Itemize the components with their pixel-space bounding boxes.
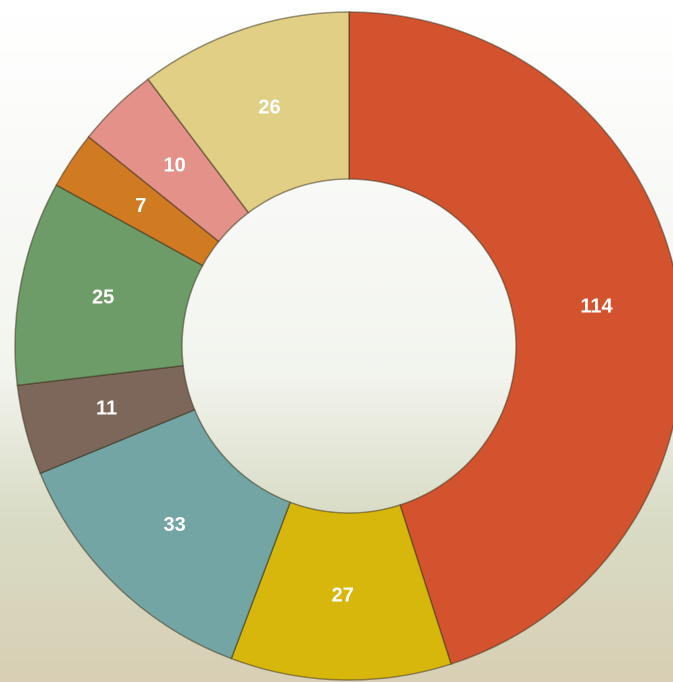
data-label: 11 [96,397,117,419]
data-label: 10 [164,154,186,176]
chart: 114 27 33 11 25 7 10 26 [0,0,673,682]
data-label: 33 [164,514,186,536]
data-label: 114 [580,296,613,318]
data-label: 26 [258,97,280,119]
data-label: 27 [332,585,354,607]
data-label: 25 [92,286,114,308]
data-label: 7 [135,195,146,217]
